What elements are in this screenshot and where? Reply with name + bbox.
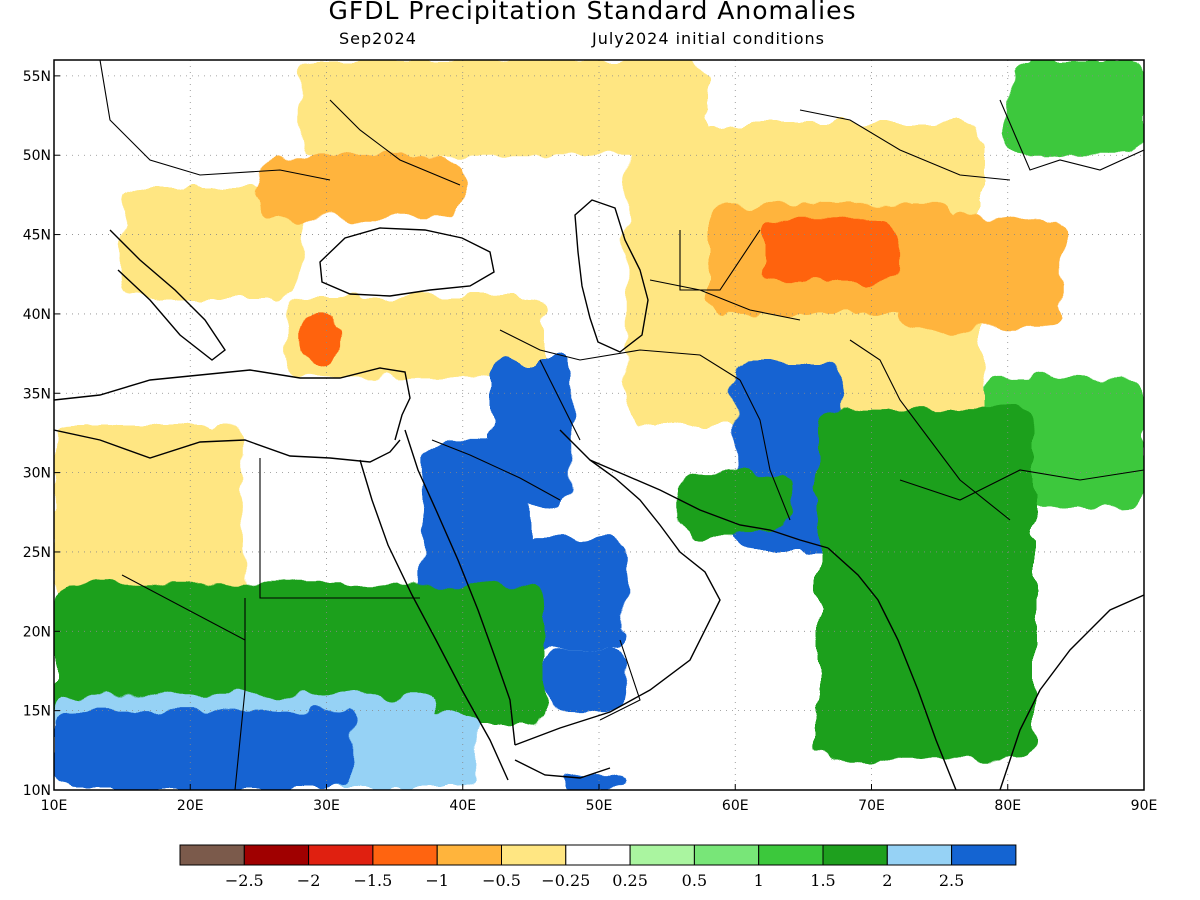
colorbar-label: −1.5 — [353, 871, 392, 890]
anomaly-region-9 — [898, 218, 1063, 330]
anomaly-region-1 — [285, 298, 545, 378]
colorbar-label: −2.5 — [225, 871, 264, 890]
colorbar-swatch — [179, 844, 245, 866]
colorbar-swatch — [629, 844, 695, 866]
x-tick-label: 20E — [177, 798, 204, 814]
y-tick-label: 50N — [23, 148, 51, 164]
y-tick-label: 55N — [23, 69, 51, 85]
anomaly-region-3 — [299, 60, 708, 156]
colorbar-label: 0.5 — [682, 871, 707, 890]
y-tick-label: 30N — [23, 466, 51, 482]
anomaly-region-15 — [544, 647, 627, 711]
colorbar-label: −0.5 — [482, 871, 521, 890]
x-tick-label: 60E — [722, 798, 749, 814]
map-title: GFDL Precipitation Standard Anomalies — [328, 0, 857, 25]
colorbar-swatch — [308, 844, 374, 866]
colorbar-swatch — [951, 844, 1017, 866]
y-tick-label: 10N — [23, 783, 51, 799]
colorbar-label: −1 — [425, 871, 449, 890]
anomaly-region-5 — [258, 155, 463, 219]
anomaly-region-19 — [54, 583, 545, 727]
anomaly-region-10 — [1007, 60, 1144, 156]
colorbar-label: 2.5 — [939, 871, 964, 890]
x-tick-label: 40E — [449, 798, 476, 814]
x-tick-label: 30E — [313, 798, 340, 814]
colorbar-swatch — [886, 844, 953, 866]
anomaly-region-22 — [394, 710, 477, 790]
anomaly-region-4 — [122, 186, 300, 299]
x-tick-label: 10E — [41, 798, 68, 814]
y-tick-label: 25N — [23, 545, 51, 561]
x-tick-label: 70E — [858, 798, 885, 814]
colorbar-swatch — [822, 844, 888, 866]
anomaly-region-13 — [421, 440, 531, 600]
colorbar-label: 1 — [754, 871, 764, 890]
colorbar-swatch — [436, 844, 503, 866]
colorbar-label: 0.25 — [612, 871, 648, 890]
y-tick-label: 15N — [23, 704, 51, 720]
y-tick-label: 35N — [23, 386, 51, 402]
init-conditions-label: July2024 initial conditions — [592, 29, 825, 48]
y-tick-label: 45N — [23, 228, 51, 244]
y-tick-label: 40N — [23, 307, 51, 323]
colorbar-swatch — [565, 844, 631, 866]
colorbar-swatch — [693, 844, 760, 866]
colorbar-swatch — [758, 844, 824, 866]
anomaly-field — [54, 60, 1144, 790]
y-tick-label: 20N — [23, 624, 51, 640]
anomaly-region-18 — [817, 409, 1035, 759]
colorbar-swatch — [372, 844, 438, 866]
colorbar-swatch — [501, 844, 567, 866]
colorbar: −2.5 −2 −1.5 −1 −0.5 −0.25 0.25 0.5 1 1.5 2 2.5 — [179, 844, 1017, 890]
colorbar-label: 2 — [882, 871, 892, 890]
anomaly-region-2 — [299, 313, 341, 362]
x-tick-label: 80E — [994, 798, 1021, 814]
anomaly-region-8 — [762, 218, 899, 283]
country-borders — [99, 60, 1144, 790]
colorbar-swatch — [243, 844, 310, 866]
colorbar-label: −0.25 — [541, 871, 590, 890]
x-tick-label: 90E — [1131, 798, 1158, 814]
anomaly-region-0 — [54, 425, 245, 600]
valid-month-label: Sep2024 — [339, 29, 417, 48]
coastlines — [54, 199, 1144, 790]
colorbar-label: 1.5 — [810, 871, 835, 890]
colorbar-label: −2 — [297, 871, 321, 890]
anomaly-region-21 — [54, 710, 354, 790]
x-tick-label: 50E — [586, 798, 613, 814]
